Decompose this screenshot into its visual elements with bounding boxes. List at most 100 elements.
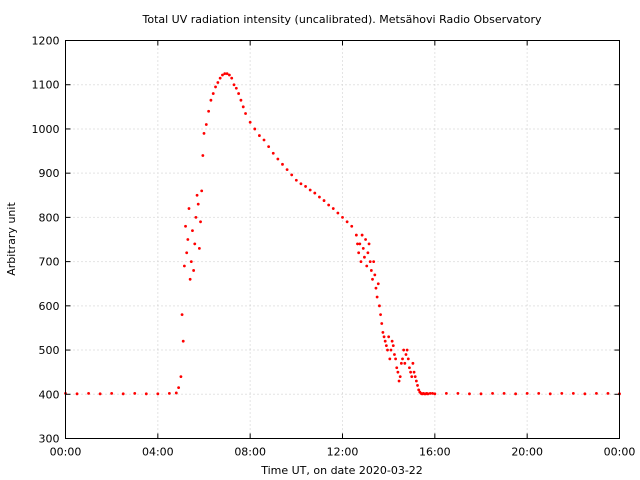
data-point <box>537 391 541 395</box>
y-tick-label: 300 <box>39 433 60 446</box>
data-point <box>560 391 564 395</box>
data-point <box>548 392 552 396</box>
y-tick-label: 400 <box>39 388 60 401</box>
data-point <box>174 391 178 395</box>
data-point <box>411 361 415 365</box>
data-point <box>382 335 386 339</box>
data-point <box>354 233 358 237</box>
data-point <box>416 384 419 387</box>
data-point <box>313 191 317 195</box>
data-point <box>371 277 374 281</box>
data-point <box>156 392 160 396</box>
data-point <box>428 391 432 395</box>
chart-title: Total UV radiation intensity (uncalibrat… <box>142 13 542 26</box>
data-point <box>216 81 220 84</box>
data-point <box>408 366 411 370</box>
data-point <box>350 224 354 228</box>
data-point <box>361 246 365 250</box>
data-point <box>358 242 362 246</box>
data-point <box>267 145 271 149</box>
data-point <box>221 73 224 77</box>
data-point <box>177 386 181 390</box>
data-point <box>414 379 418 383</box>
data-point <box>606 391 610 395</box>
data-point <box>98 392 102 396</box>
data-point <box>195 193 199 197</box>
data-point <box>227 73 231 77</box>
data-point <box>388 357 392 361</box>
data-point <box>376 282 380 286</box>
data-point <box>345 220 349 224</box>
data-point <box>271 151 275 155</box>
data-point <box>144 392 148 396</box>
data-point <box>241 105 245 109</box>
y-tick-label: 1100 <box>32 79 60 92</box>
data-point <box>276 157 280 161</box>
data-point <box>187 207 191 210</box>
data-point <box>444 391 448 395</box>
x-tick-label: 20:00 <box>511 446 543 459</box>
data-point <box>409 370 412 374</box>
data-point <box>583 392 587 396</box>
data-point <box>192 269 196 272</box>
data-point <box>406 357 410 361</box>
y-axis-label: Arbitrary unit <box>5 202 18 276</box>
y-tick-label: 1000 <box>32 123 60 136</box>
data-point <box>368 260 372 264</box>
data-point <box>413 375 417 378</box>
data-point <box>239 98 243 102</box>
y-tick-label: 800 <box>39 211 60 224</box>
data-point <box>110 391 114 395</box>
y-tick-label: 500 <box>39 344 60 357</box>
data-point <box>359 260 363 264</box>
data-point <box>491 391 494 395</box>
data-point <box>363 255 366 259</box>
axis-ticks: 300 400 500 600 700 800 900 1000 1100 1200 00:00 04… <box>32 35 636 459</box>
data-point <box>384 344 388 348</box>
x-tick-label: 00:00 <box>604 446 636 459</box>
data-point <box>405 348 409 352</box>
data-point <box>308 188 312 192</box>
data-point <box>211 92 215 95</box>
data-point <box>356 242 359 246</box>
data-point <box>234 86 238 90</box>
data-point <box>133 391 137 395</box>
data-point <box>426 392 430 396</box>
y-tick-label: 900 <box>39 167 60 180</box>
data-point <box>200 189 204 193</box>
data-point <box>479 392 483 396</box>
data-point <box>357 251 361 255</box>
data-point <box>380 322 384 325</box>
data-point <box>225 72 229 76</box>
y-tick-label: 700 <box>39 256 60 269</box>
data-point <box>299 182 303 186</box>
data-point <box>397 379 401 383</box>
data-point <box>188 277 192 281</box>
data-point <box>595 391 598 395</box>
data-point <box>180 313 184 317</box>
data-point <box>402 348 406 352</box>
data-point <box>121 392 125 396</box>
data-point <box>281 162 284 166</box>
data-point <box>331 207 335 210</box>
data-point <box>318 195 321 199</box>
data-point <box>209 98 213 102</box>
data-point <box>410 375 414 378</box>
data-point <box>193 242 197 246</box>
data-point <box>199 220 202 224</box>
data-point <box>196 202 200 206</box>
data-point <box>366 251 370 255</box>
data-points <box>64 72 621 396</box>
data-point <box>417 388 421 392</box>
data-point <box>394 357 397 361</box>
data-point <box>182 264 186 268</box>
data-point <box>365 264 369 268</box>
data-point <box>194 215 198 219</box>
data-point <box>230 76 234 80</box>
data-point <box>514 392 518 396</box>
data-point <box>232 83 236 87</box>
data-point <box>401 357 404 361</box>
data-point <box>294 178 298 182</box>
data-point <box>189 260 193 264</box>
data-point <box>502 391 506 395</box>
